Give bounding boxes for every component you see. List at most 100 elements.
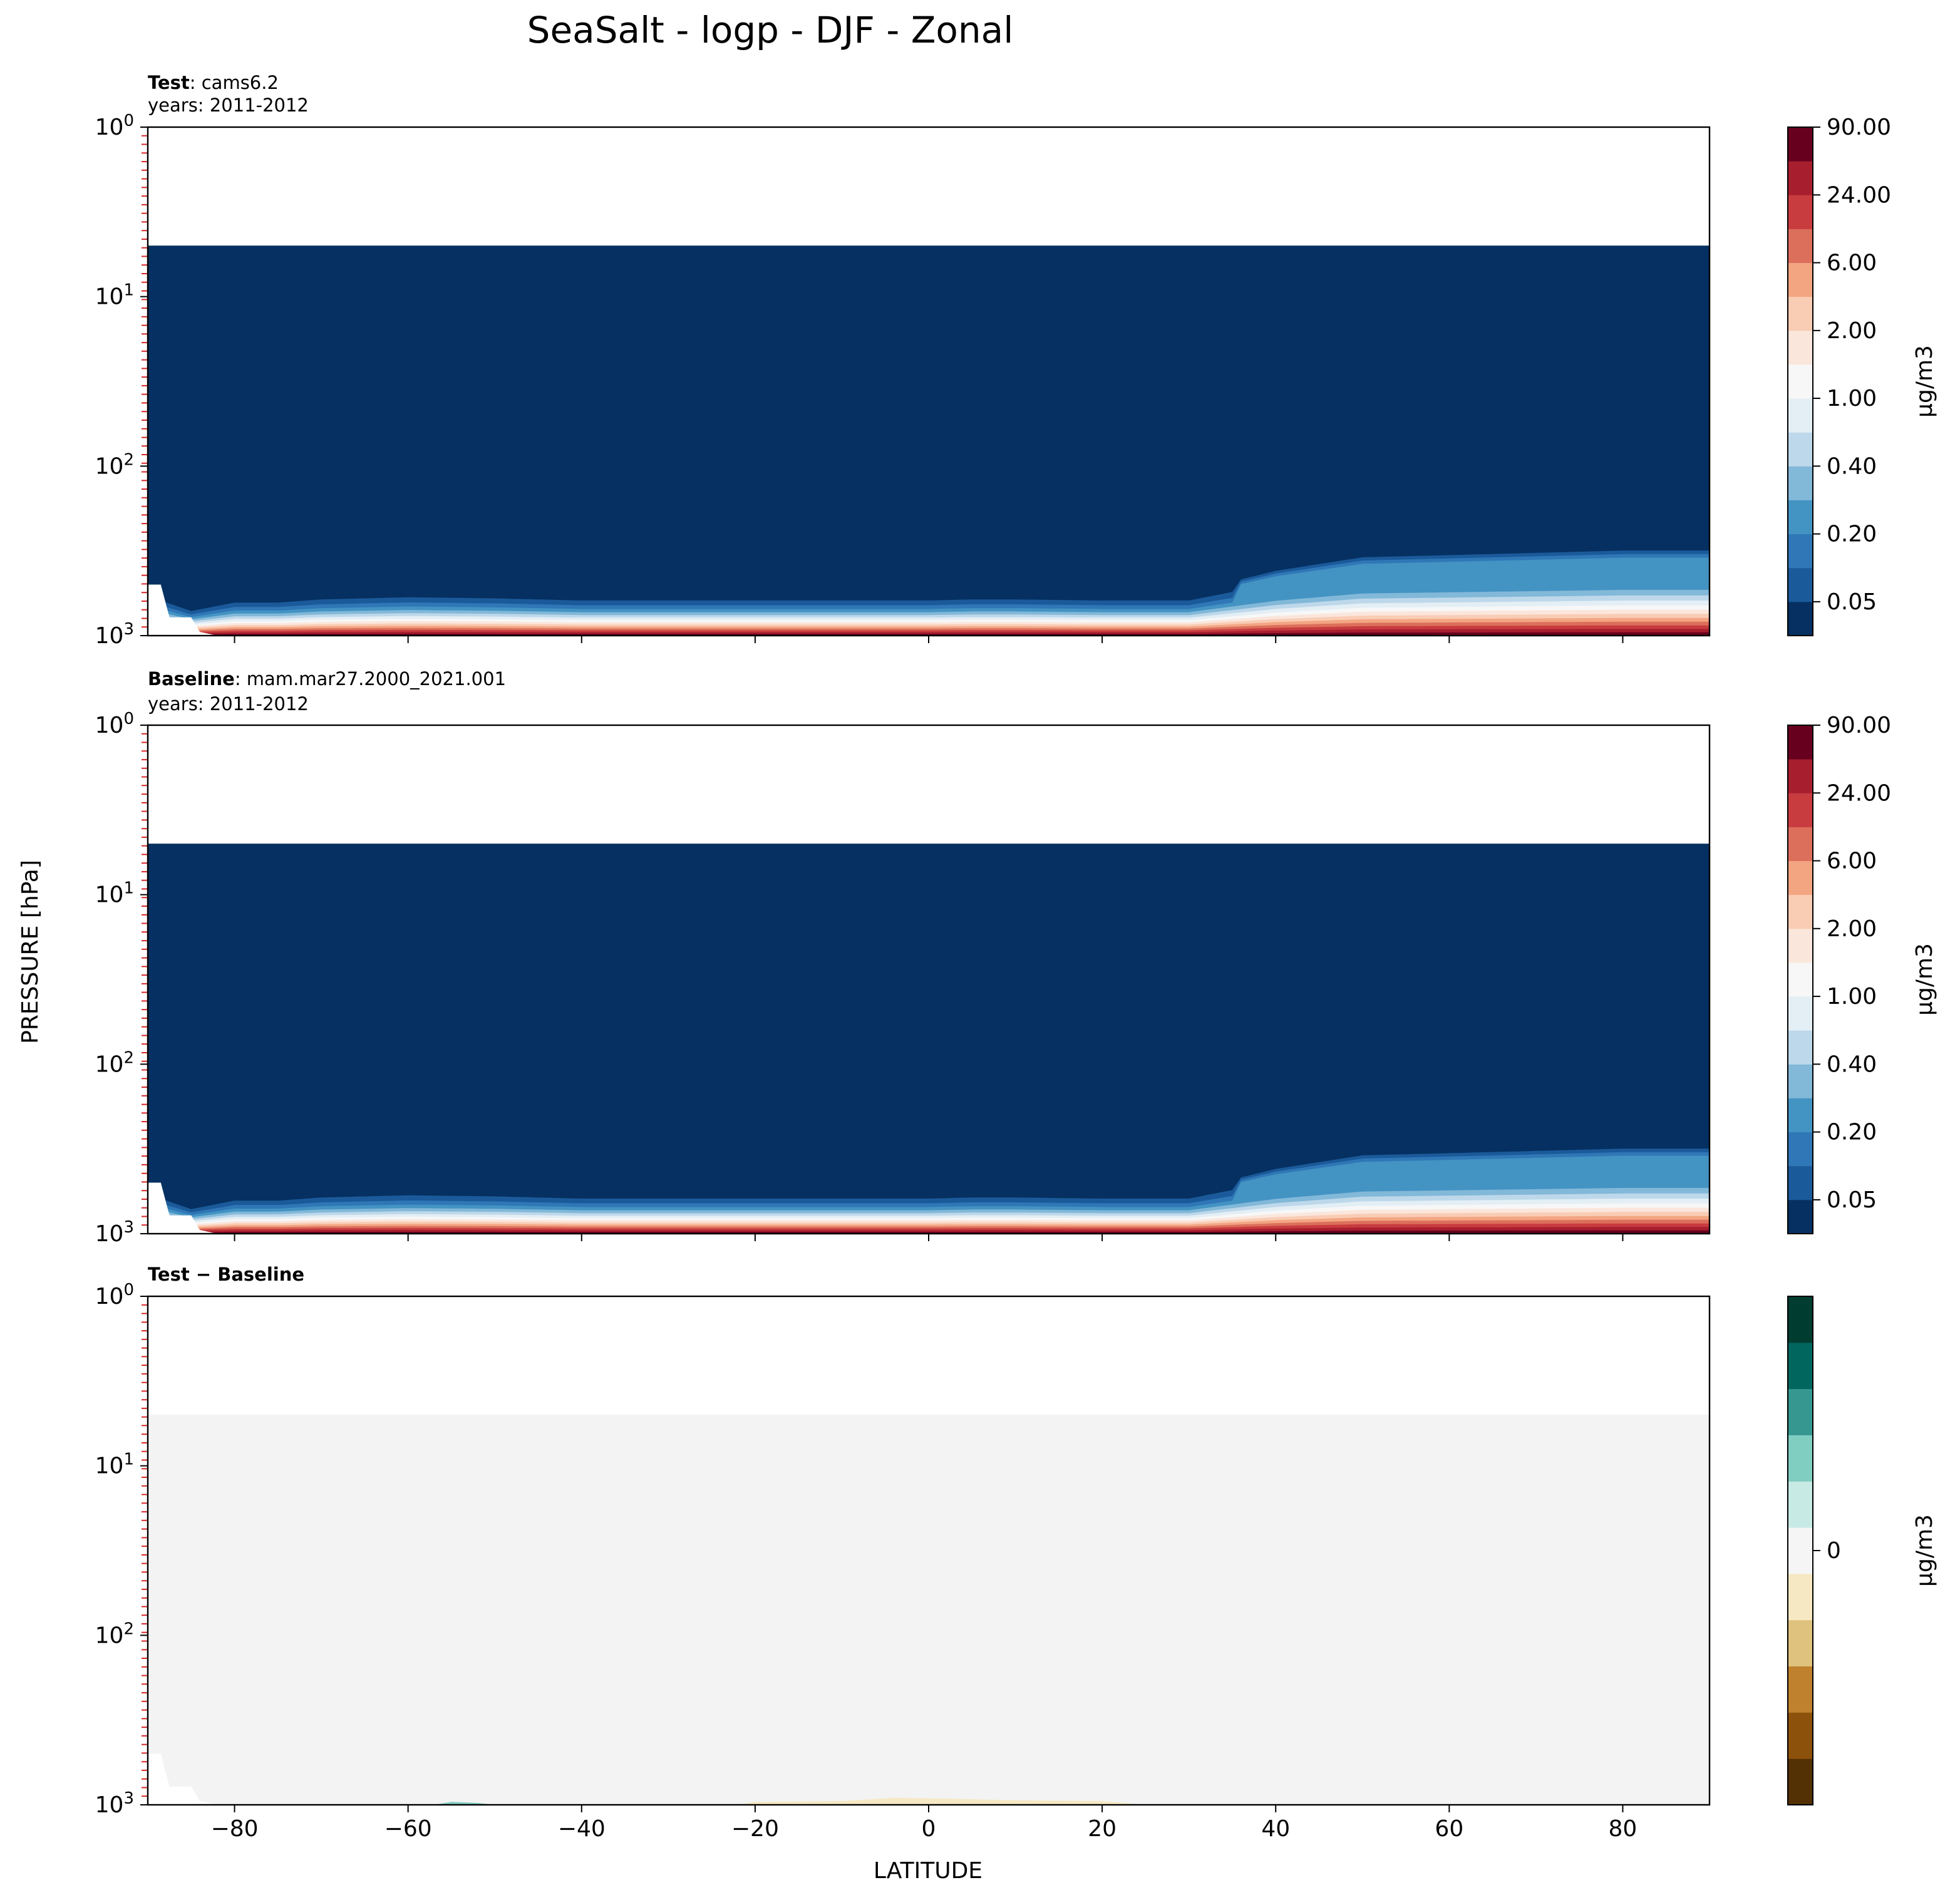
panel-test-label: Test: cams6.2 [148, 72, 279, 93]
colorbar-tick-label: 0.05 [1827, 589, 1877, 615]
panel-test-minor-ticks [142, 126, 148, 636]
colorbar-swatch [1788, 262, 1813, 297]
colorbar-frame [1787, 126, 1813, 636]
y-tick-exponent: 3 [123, 1218, 134, 1237]
colorbar-swatch [1788, 1342, 1813, 1390]
colorbar-swatch [1788, 127, 1813, 162]
colorbar-swatch [1788, 1030, 1813, 1065]
y-tick-base: 10 [95, 284, 124, 310]
y-tick-exponent: 2 [123, 1048, 134, 1067]
colorbar-test: 0.05 0.20 0.40 1.00 2.00 6.00 24.00 90.00 μg/m3 [1787, 115, 1937, 636]
x-tick-label: −20 [731, 1816, 779, 1842]
colorbar-swatch [1788, 398, 1813, 433]
colorbar-swatch [1788, 567, 1813, 602]
colorbar-tick-label: 0.40 [1827, 1051, 1877, 1077]
colorbar-swatch [1788, 1435, 1813, 1482]
colorbar-swatch [1788, 1758, 1813, 1805]
y-tick-exponent: 3 [123, 620, 134, 639]
colorbar-swatch [1788, 793, 1813, 827]
x-tick-label: −80 [211, 1816, 259, 1842]
y-tick-exponent: 2 [123, 450, 134, 469]
y-tick-label: 100 [95, 111, 134, 140]
colorbar-swatch [1788, 161, 1813, 195]
y-tick-base: 10 [95, 1051, 124, 1077]
panel-baseline-label-bold: Baseline [148, 668, 235, 689]
colorbar-swatch [1788, 1199, 1813, 1234]
y-tick-base: 10 [95, 623, 124, 649]
x-tick-label: 80 [1609, 1816, 1638, 1842]
colorbar-swatch [1788, 466, 1813, 500]
y-tick-exponent: 0 [123, 1281, 134, 1299]
diff-neutral-field [148, 1415, 1710, 1805]
colorbar-swatch [1788, 1481, 1813, 1528]
colorbar-tick-label: 2.00 [1827, 916, 1877, 942]
colorbar-unit: μg/m3 [1912, 943, 1937, 1016]
colorbar-tick-label: 0 [1827, 1538, 1841, 1564]
colorbar-swatch [1788, 195, 1813, 229]
colorbar-swatch [1788, 759, 1813, 793]
colorbar-swatch [1788, 860, 1813, 896]
diff-negative-patch [738, 1797, 1146, 1805]
x-tick-label: −40 [558, 1816, 606, 1842]
panel-test-x-ticks [234, 636, 1624, 643]
colorbar-swatch [1788, 229, 1813, 263]
colorbar-swatch [1788, 601, 1813, 636]
figure-title: SeaSalt - logp - DJF - Zonal [527, 9, 1014, 51]
colorbar-swatch [1788, 432, 1813, 467]
colorbar-tick-label: 24.00 [1827, 182, 1891, 208]
y-tick-base: 10 [95, 1623, 124, 1648]
colorbar-swatch [1788, 1296, 1813, 1343]
colorbar-swatch [1788, 364, 1813, 399]
panel-diff-contours [148, 1415, 1710, 1805]
x-tick-label: 40 [1261, 1816, 1290, 1842]
colorbar-swatch [1788, 962, 1813, 997]
panel-test-label-rest: : cams6.2 [190, 72, 279, 93]
y-tick-label: 100 [95, 1281, 134, 1309]
x-tick-labels: −80 −60 −40 −20 0 20 40 60 80 [211, 1816, 1638, 1842]
colorbar-swatch [1788, 1098, 1813, 1133]
y-tick-exponent: 1 [123, 879, 134, 898]
colorbar-swatch [1788, 827, 1813, 861]
colorbar-frame [1787, 725, 1813, 1234]
y-axis-title: PRESSURE [hPa] [18, 860, 43, 1044]
y-tick-label: 103 [95, 620, 134, 649]
contour-band-14 [148, 632, 1710, 636]
panel-diff-label: Test − Baseline [148, 1264, 304, 1285]
y-tick-exponent: 3 [123, 1789, 134, 1808]
y-tick-label: 101 [95, 1450, 134, 1479]
colorbar-swatch [1788, 1666, 1813, 1713]
colorbar-swatch [1788, 928, 1813, 963]
colorbar-swatch [1788, 1165, 1813, 1200]
y-tick-label: 101 [95, 281, 134, 310]
y-tick-exponent: 1 [123, 281, 134, 300]
panel-baseline: Baseline: mam.mar27.2000_2021.001 years:… [95, 668, 1711, 1247]
panel-baseline-contours [148, 844, 1710, 1234]
y-tick-label: 103 [95, 1218, 134, 1247]
y-tick-exponent: 2 [123, 1619, 134, 1638]
terrain-mask [148, 1753, 217, 1805]
colorbar-swatch [1788, 1712, 1813, 1759]
panel-test-years: years: 2011-2012 [148, 95, 309, 116]
panel-baseline-label: Baseline: mam.mar27.2000_2021.001 [148, 668, 506, 689]
panel-diff-x-ticks [234, 1805, 1624, 1812]
colorbar-swatch [1788, 894, 1813, 929]
y-tick-exponent: 0 [123, 111, 134, 130]
y-tick-label: 102 [95, 1048, 134, 1077]
x-tick-label: −60 [384, 1816, 432, 1842]
x-tick-label: 0 [922, 1816, 936, 1842]
panel-test-contours [148, 245, 1710, 636]
x-tick-label: 20 [1088, 1816, 1117, 1842]
y-tick-label: 101 [95, 879, 134, 908]
y-tick-label: 103 [95, 1789, 134, 1818]
y-tick-base: 10 [95, 1792, 124, 1818]
colorbar-tick-label: 0.05 [1827, 1187, 1877, 1213]
panel-baseline-years: years: 2011-2012 [148, 693, 309, 715]
panel-baseline-x-ticks [234, 1234, 1624, 1241]
colorbar-tick-label: 1.00 [1827, 984, 1877, 1009]
colorbar-tick-label: 90.00 [1827, 115, 1891, 140]
x-tick-label: 60 [1435, 1816, 1463, 1842]
y-tick-label: 100 [95, 710, 134, 738]
